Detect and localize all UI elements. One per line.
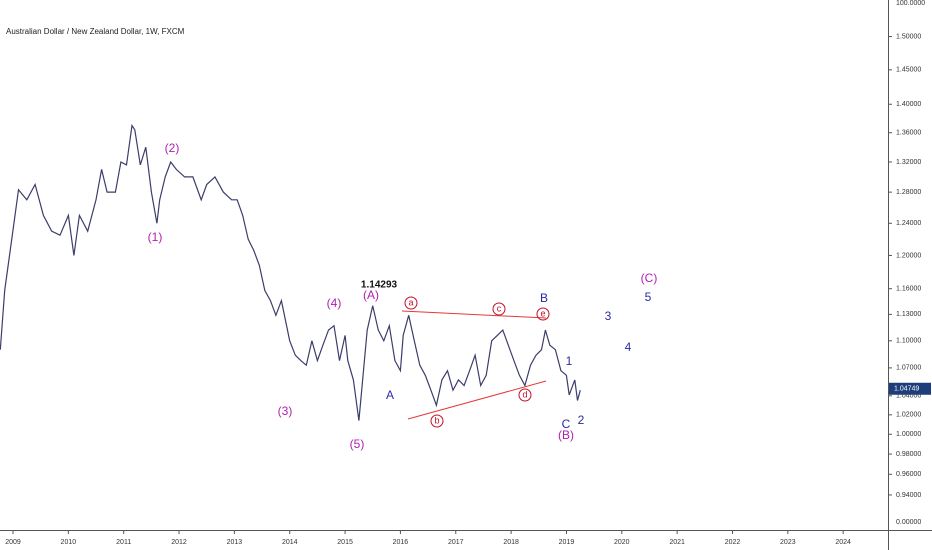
y-tick-label: 1.04000 [896, 393, 921, 400]
last-price-label: 1.04749 [894, 386, 919, 393]
x-tick-label: 2021 [669, 539, 685, 546]
wave-circle [492, 302, 506, 316]
x-tick-label: 2013 [227, 539, 243, 546]
y-tick-label: 1.02000 [896, 412, 921, 419]
wave-label: (C) [641, 271, 658, 285]
y-tick-label: 1.10000 [896, 338, 921, 345]
price-annotation: 1.14293 [361, 280, 398, 291]
y-tick-label: 1.20000 [896, 252, 921, 259]
y-tick-label: 1.50000 [896, 33, 921, 40]
y-edge-label: 100.0000 [896, 0, 925, 7]
y-tick-label: 1.00000 [896, 431, 921, 438]
x-tick-label: 2010 [61, 539, 77, 546]
x-tick-label: 2011 [116, 539, 131, 546]
triangle-lower-line [407, 380, 547, 420]
y-tick-label: 0.94000 [896, 492, 921, 499]
triangle-upper-line [401, 310, 547, 319]
wave-label: (2) [165, 141, 180, 155]
wave-label: (B) [558, 428, 574, 442]
x-tick-label: 2022 [725, 539, 741, 546]
y-tick-label: 1.28000 [896, 189, 921, 196]
y-tick-label: 1.07000 [896, 365, 921, 372]
wave-label: (4) [327, 296, 342, 310]
wave-label: 2 [578, 413, 585, 427]
wave-label: d [522, 389, 527, 399]
wave-circle [536, 307, 550, 321]
wave-label: 3 [605, 309, 612, 323]
wave-label: (A) [363, 288, 379, 302]
y-tick-label: 1.24000 [896, 220, 921, 227]
wave-label: 1 [566, 354, 573, 368]
x-tick-label: 2014 [282, 539, 298, 546]
y-tick-label: 0.96000 [896, 471, 921, 478]
wave-label: B [540, 291, 548, 305]
price-line [0, 123, 581, 421]
x-tick-label: 2020 [614, 539, 630, 546]
x-tick-label: 2016 [393, 539, 409, 546]
x-tick-label: 2024 [835, 539, 851, 546]
wave-circle [430, 414, 444, 428]
wave-label: C [562, 417, 571, 431]
y-tick-label: 1.16000 [896, 286, 921, 293]
wave-label: (1) [148, 230, 163, 244]
wave-label: b [434, 415, 439, 425]
wave-label: e [540, 308, 545, 318]
wave-label: (5) [350, 437, 365, 451]
y-tick-label: 1.36000 [896, 130, 921, 137]
wave-circle [518, 388, 532, 402]
x-tick-label: 2012 [171, 539, 187, 546]
chart-title: Australian Dollar / New Zealand Dollar, … [6, 27, 185, 36]
y-tick-label: 1.13000 [896, 311, 921, 318]
wave-label: c [497, 303, 502, 313]
wave-label: A [386, 388, 394, 402]
y-tick-label: 0.98000 [896, 451, 921, 458]
y-tick-label: 1.40000 [896, 101, 921, 108]
wave-label: a [408, 297, 413, 307]
last-price-box [889, 382, 931, 395]
x-tick-label: 2009 [5, 539, 21, 546]
x-tick-label: 2018 [503, 539, 519, 546]
y-edge-label: 0.00000 [896, 519, 921, 526]
y-tick-label: 1.32000 [896, 159, 921, 166]
x-tick-label: 2019 [559, 539, 575, 546]
x-tick-label: 2023 [780, 539, 796, 546]
wave-circle [404, 296, 418, 310]
y-tick-label: 1.45000 [896, 67, 921, 74]
x-tick-label: 2015 [337, 539, 353, 546]
wave-label: 4 [625, 340, 632, 354]
wave-label: 5 [645, 290, 652, 304]
wave-label: (3) [278, 404, 293, 418]
x-tick-label: 2017 [448, 539, 464, 546]
